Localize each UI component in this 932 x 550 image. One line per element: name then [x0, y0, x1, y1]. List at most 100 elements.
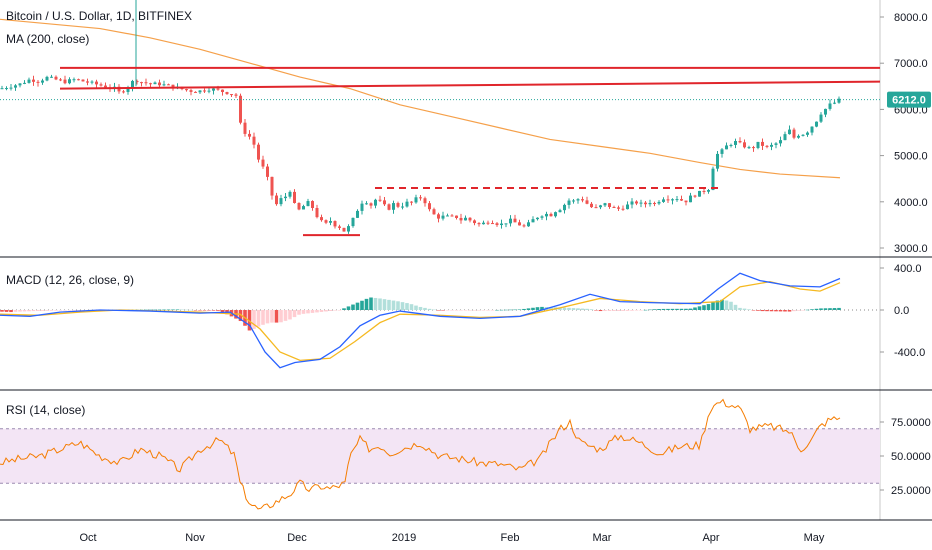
candle	[0, 85, 4, 90]
candle	[32, 75, 35, 86]
candle	[347, 224, 350, 234]
candle	[270, 176, 274, 200]
rsi-band	[0, 428, 880, 484]
macd-histogram-bar	[256, 310, 261, 327]
macd-histogram-bar	[27, 310, 31, 312]
candle	[288, 190, 292, 199]
macd-histogram-bar	[625, 310, 630, 311]
rsi-tick-label: 50.0000	[891, 451, 931, 463]
macd-histogram-bar	[612, 310, 616, 311]
candle	[522, 223, 526, 228]
macd-histogram-bar	[351, 304, 355, 310]
candle	[135, 79, 139, 85]
candle	[63, 75, 67, 85]
macd-histogram-bar	[387, 299, 391, 310]
macd-histogram-bar	[540, 306, 544, 310]
macd-histogram-bar	[166, 309, 171, 311]
macd-histogram-bar	[189, 309, 193, 311]
candle	[747, 145, 751, 149]
candle	[468, 217, 472, 223]
macd-histogram-bar	[58, 310, 63, 311]
candle	[572, 198, 575, 204]
candle	[491, 220, 494, 225]
candle	[590, 202, 593, 209]
candle	[428, 200, 431, 212]
candle	[324, 219, 328, 225]
macd-histogram-bar	[184, 309, 189, 311]
candle	[819, 112, 823, 124]
macd-histogram-bar	[22, 310, 27, 312]
macd-histogram-bar	[603, 310, 607, 312]
candle	[225, 91, 229, 95]
candle	[392, 200, 395, 214]
macd-histogram-bar	[283, 310, 288, 321]
candle	[153, 81, 157, 85]
candle	[549, 212, 553, 217]
rsi-tick-label: 75.0000	[891, 417, 931, 429]
price-tick-label: 8000.0	[894, 12, 928, 24]
macd-histogram-bar	[279, 310, 283, 323]
candle	[72, 77, 76, 83]
candle	[684, 200, 688, 206]
candle	[279, 194, 283, 207]
macd-histogram-bar	[526, 308, 531, 310]
macd-histogram-bar	[630, 310, 634, 311]
macd-histogram-bar	[706, 304, 711, 310]
candle	[252, 132, 256, 149]
macd-histogram-bar	[733, 304, 738, 310]
macd-tick-label: 400.0	[894, 263, 922, 275]
macd-histogram-bar	[333, 310, 337, 311]
candle	[536, 217, 539, 221]
candle	[329, 217, 332, 226]
price-badge-text: 6212.0	[892, 95, 926, 107]
macd-histogram-bar	[558, 307, 562, 310]
candle	[693, 194, 697, 198]
candle	[140, 81, 143, 87]
pane-separators	[0, 0, 932, 521]
candle	[774, 142, 778, 149]
macd-histogram-bar	[607, 310, 612, 311]
macd-histogram-bar	[751, 310, 756, 311]
candle	[5, 86, 8, 91]
rsi-layer	[0, 398, 841, 510]
candle	[531, 216, 535, 223]
candle	[770, 142, 773, 151]
macd-histogram-bar	[562, 307, 567, 310]
macd-histogram-bar	[729, 301, 733, 310]
macd-histogram-bar	[724, 300, 729, 310]
x-axis: Oct Nov Dec 2019 Feb Mar Apr May	[79, 532, 824, 544]
candle	[239, 93, 242, 125]
macd-histogram-bar	[423, 307, 427, 310]
candle	[284, 193, 287, 202]
macd-histogram-bar	[468, 310, 472, 311]
candle	[275, 192, 278, 206]
macd-histogram-bar	[652, 309, 657, 310]
macd-histogram-bar	[738, 307, 742, 310]
candle	[729, 143, 733, 148]
macd-tick-label: -400.0	[894, 347, 925, 359]
candle	[621, 205, 625, 211]
macd-histogram-bar	[531, 307, 535, 310]
macd-histogram-bar	[697, 306, 702, 310]
candle	[518, 219, 521, 226]
macd-histogram-bar	[513, 309, 517, 311]
candle	[459, 213, 463, 224]
candle	[828, 99, 832, 111]
rsi-line	[0, 398, 841, 510]
candle	[446, 213, 449, 217]
macd-histogram-bar	[711, 302, 715, 310]
candle	[365, 201, 368, 205]
macd-histogram-bar	[522, 308, 526, 310]
macd-histogram-bar	[220, 310, 225, 313]
macd-legend: MACD (12, 26, close, 9)	[6, 273, 134, 287]
macd-histogram-bar	[810, 309, 814, 310]
candle	[302, 204, 305, 210]
macd-lines-layer	[0, 272, 841, 369]
candle	[243, 118, 247, 137]
candle	[720, 148, 724, 158]
x-tick-label: 2019	[392, 532, 416, 544]
price-badge-bg	[887, 91, 931, 108]
candle	[360, 200, 364, 215]
price-tick-label: 7000.0	[894, 58, 928, 70]
